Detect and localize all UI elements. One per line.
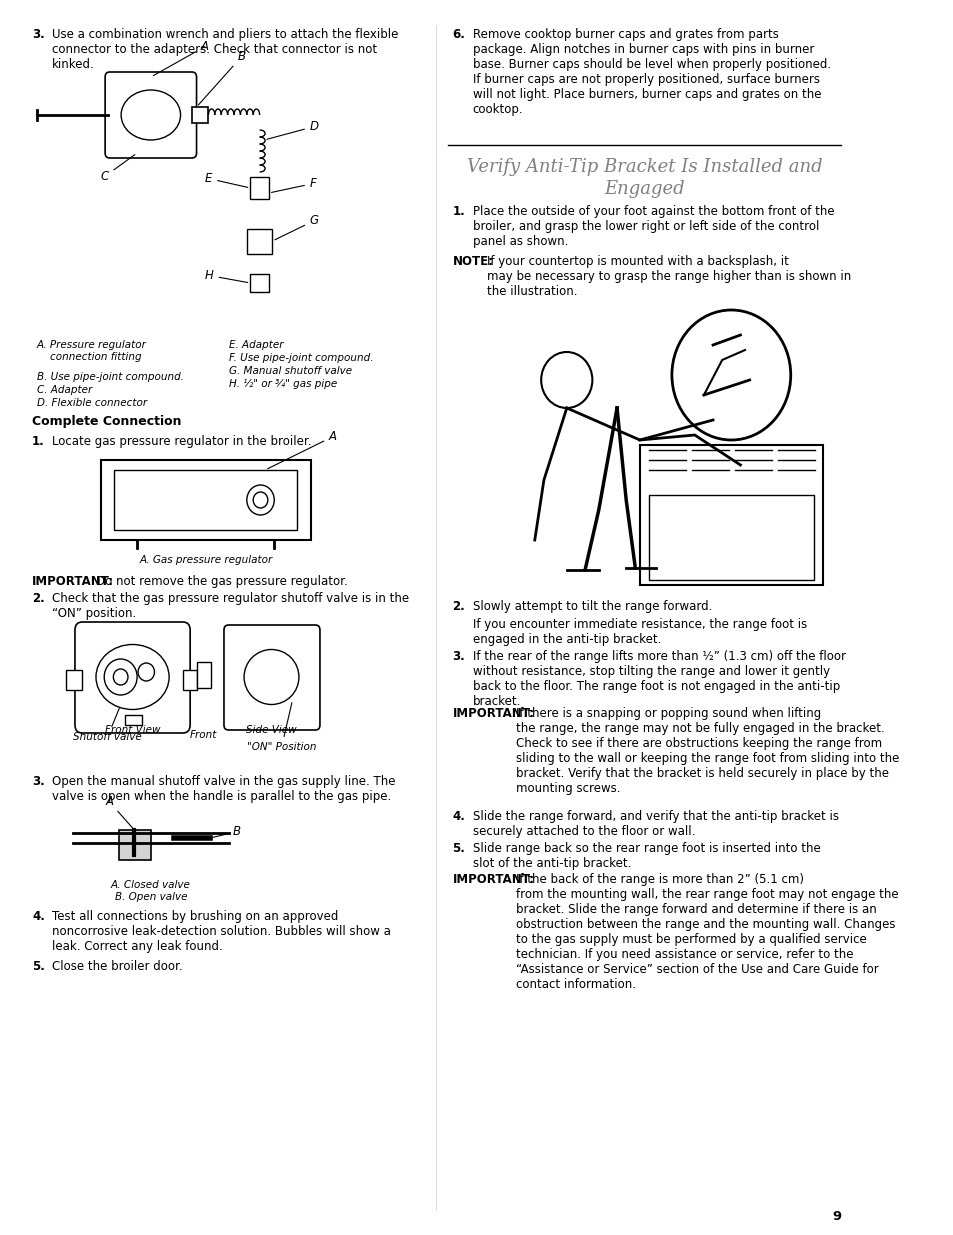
- Text: Slide range back so the rear range foot is inserted into the
slot of the anti-ti: Slide range back so the rear range foot …: [472, 842, 820, 869]
- Text: 2.: 2.: [32, 592, 45, 605]
- Text: 4.: 4.: [32, 910, 45, 923]
- Text: D. Flexible connector: D. Flexible connector: [36, 398, 147, 408]
- Text: 9: 9: [831, 1210, 841, 1223]
- Ellipse shape: [121, 90, 180, 140]
- Text: Slowly attempt to tilt the range forward.: Slowly attempt to tilt the range forward…: [472, 600, 711, 613]
- Bar: [66, 671, 82, 690]
- Text: C. Adapter: C. Adapter: [36, 385, 91, 395]
- FancyBboxPatch shape: [251, 274, 269, 291]
- Text: 5.: 5.: [452, 842, 465, 855]
- Text: Place the outside of your foot against the bottom front of the
broiler, and gras: Place the outside of your foot against t…: [472, 205, 833, 248]
- Text: If the rear of the range lifts more than ½” (1.3 cm) off the floor
without resis: If the rear of the range lifts more than…: [472, 650, 844, 708]
- Text: Shutoff valve: Shutoff valve: [73, 708, 142, 742]
- Text: If your countertop is mounted with a backsplash, it
may be necessary to grasp th: If your countertop is mounted with a bac…: [487, 254, 851, 298]
- Text: 1.: 1.: [452, 205, 465, 219]
- Text: Use a combination wrench and pliers to attach the flexible
connector to the adap: Use a combination wrench and pliers to a…: [52, 28, 398, 70]
- Text: If there is a snapping or popping sound when lifting
the range, the range may no: If there is a snapping or popping sound …: [516, 706, 899, 795]
- Text: Close the broiler door.: Close the broiler door.: [52, 960, 183, 973]
- Text: "ON" Position: "ON" Position: [247, 703, 316, 752]
- Text: IMPORTANT:: IMPORTANT:: [452, 706, 534, 720]
- Circle shape: [667, 550, 685, 571]
- Text: A. Closed valve
B. Open valve: A. Closed valve B. Open valve: [111, 881, 191, 902]
- FancyBboxPatch shape: [251, 177, 269, 199]
- Text: Verify Anti-Tip Bracket Is Installed and: Verify Anti-Tip Bracket Is Installed and: [466, 158, 821, 177]
- Text: Slide the range forward, and verify that the anti-tip bracket is
securely attach: Slide the range forward, and verify that…: [472, 810, 838, 839]
- Bar: [119, 830, 151, 860]
- Text: Open the manual shutoff valve in the gas supply line. The
valve is open when the: Open the manual shutoff valve in the gas…: [52, 776, 395, 803]
- Text: E. Adapter: E. Adapter: [229, 340, 283, 350]
- Circle shape: [113, 669, 128, 685]
- Text: A: A: [153, 40, 209, 75]
- Text: 3.: 3.: [32, 28, 45, 41]
- Text: A: A: [105, 795, 132, 827]
- Text: If you encounter immediate resistance, the range foot is
engaged in the anti-tip: If you encounter immediate resistance, t…: [472, 618, 806, 646]
- Text: A: A: [267, 430, 336, 469]
- Text: F. Use pipe-joint compound.: F. Use pipe-joint compound.: [229, 353, 373, 363]
- Bar: [100, 459, 311, 540]
- Text: 4.: 4.: [452, 810, 465, 823]
- Circle shape: [104, 659, 137, 695]
- Circle shape: [767, 550, 785, 571]
- FancyBboxPatch shape: [105, 72, 196, 158]
- Text: G. Manual shutoff valve: G. Manual shutoff valve: [229, 366, 352, 375]
- FancyBboxPatch shape: [75, 622, 190, 734]
- Bar: [183, 671, 196, 690]
- Ellipse shape: [244, 650, 298, 704]
- Circle shape: [671, 310, 790, 440]
- Text: A. Pressure regulator
    connection fitting: A. Pressure regulator connection fitting: [36, 340, 147, 362]
- Circle shape: [247, 485, 274, 515]
- Text: 5.: 5.: [32, 960, 45, 973]
- Circle shape: [717, 550, 735, 571]
- Bar: [114, 471, 296, 530]
- Circle shape: [138, 663, 154, 680]
- Text: Test all connections by brushing on an approved
noncorrosive leak-detection solu: Test all connections by brushing on an a…: [52, 910, 391, 953]
- Text: Locate gas pressure regulator in the broiler.: Locate gas pressure regulator in the bro…: [52, 435, 312, 448]
- Text: Engaged: Engaged: [603, 180, 684, 198]
- Text: If the back of the range is more than 2” (5.1 cm)
from the mounting wall, the re: If the back of the range is more than 2”…: [516, 873, 898, 990]
- FancyBboxPatch shape: [192, 107, 208, 124]
- Text: Front View: Front View: [105, 725, 160, 735]
- Text: IMPORTANT:: IMPORTANT:: [32, 576, 114, 588]
- Circle shape: [253, 492, 268, 508]
- Text: B. Use pipe-joint compound.: B. Use pipe-joint compound.: [36, 372, 183, 382]
- Text: 2.: 2.: [452, 600, 465, 613]
- FancyBboxPatch shape: [224, 625, 319, 730]
- Bar: [196, 662, 211, 688]
- Text: 1.: 1.: [32, 435, 45, 448]
- Text: Front: Front: [190, 730, 217, 740]
- Circle shape: [540, 352, 592, 408]
- Text: 3.: 3.: [452, 650, 465, 663]
- Bar: [639, 445, 821, 585]
- Text: A. Gas pressure regulator: A. Gas pressure regulator: [139, 555, 272, 564]
- Text: G: G: [274, 214, 318, 240]
- Text: E: E: [205, 172, 248, 188]
- Text: C: C: [100, 154, 134, 183]
- Text: F: F: [272, 177, 316, 193]
- Text: 6.: 6.: [452, 28, 465, 41]
- FancyBboxPatch shape: [247, 228, 273, 254]
- Text: IMPORTANT:: IMPORTANT:: [452, 873, 534, 885]
- Text: Complete Connection: Complete Connection: [32, 415, 181, 429]
- Text: NOTE:: NOTE:: [452, 254, 493, 268]
- Bar: [125, 715, 142, 725]
- Text: Check that the gas pressure regulator shutoff valve is in the
“ON” position.: Check that the gas pressure regulator sh…: [52, 592, 409, 620]
- Text: B: B: [213, 825, 241, 839]
- Text: 3.: 3.: [32, 776, 45, 788]
- Text: H. ½" or ¾" gas pipe: H. ½" or ¾" gas pipe: [229, 379, 336, 389]
- Text: Remove cooktop burner caps and grates from parts
package. Align notches in burne: Remove cooktop burner caps and grates fr…: [472, 28, 830, 116]
- Text: Side View: Side View: [246, 725, 296, 735]
- Text: Do not remove the gas pressure regulator.: Do not remove the gas pressure regulator…: [96, 576, 348, 588]
- Text: D: D: [267, 120, 318, 140]
- Bar: [648, 495, 813, 580]
- Ellipse shape: [96, 645, 169, 709]
- Text: B: B: [198, 49, 246, 105]
- Text: H: H: [205, 269, 248, 283]
